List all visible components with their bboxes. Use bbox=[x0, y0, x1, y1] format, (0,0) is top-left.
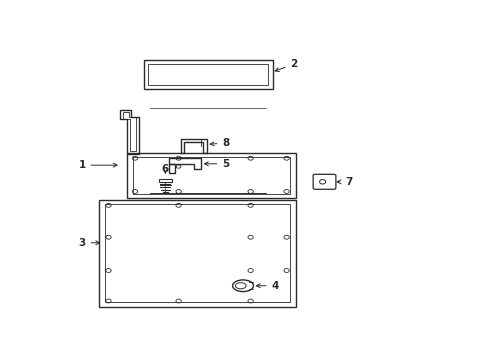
Text: 8: 8 bbox=[210, 138, 229, 148]
Text: 7: 7 bbox=[336, 177, 352, 187]
Text: 4: 4 bbox=[256, 281, 278, 291]
Text: 2: 2 bbox=[275, 59, 297, 72]
Text: 5: 5 bbox=[204, 159, 229, 169]
Text: 3: 3 bbox=[78, 238, 100, 248]
Text: 1: 1 bbox=[78, 160, 117, 170]
Text: 6: 6 bbox=[162, 164, 169, 174]
